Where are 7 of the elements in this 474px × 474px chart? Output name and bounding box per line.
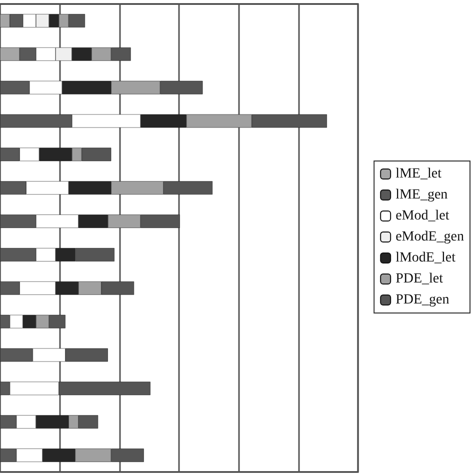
legend-label: PDE_gen xyxy=(396,292,450,308)
legend-label: eMod_let xyxy=(396,208,450,224)
legend-label: lModE_let xyxy=(396,250,456,266)
legend-label: eModE_gen xyxy=(396,230,464,244)
legend-label: PDE_let xyxy=(396,272,444,286)
legend-label: lME_let xyxy=(396,166,442,182)
legend-label: lME_gen xyxy=(396,188,448,202)
